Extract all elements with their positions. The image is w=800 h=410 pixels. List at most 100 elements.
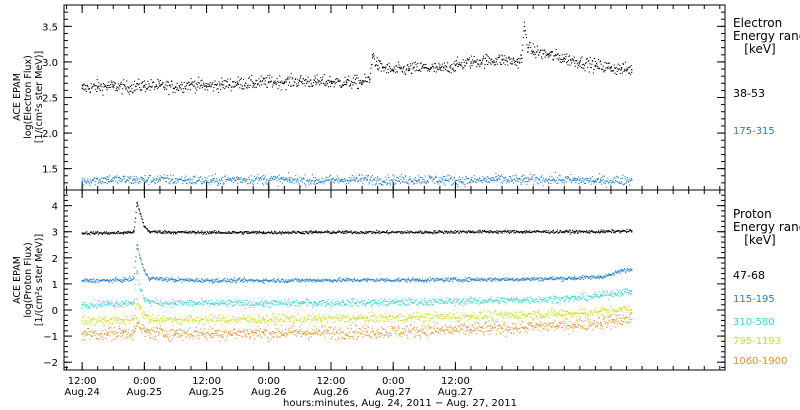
data-point (371, 63, 373, 66)
data-point (455, 63, 457, 65)
data-point (607, 273, 609, 275)
data-point (422, 64, 424, 66)
data-point (211, 278, 213, 280)
data-point (481, 277, 483, 279)
data-point (125, 87, 127, 89)
data-point (213, 232, 215, 234)
data-point (470, 180, 472, 182)
data-point (117, 304, 119, 306)
data-point (383, 181, 385, 184)
data-point (455, 232, 457, 234)
data-point (260, 75, 262, 77)
data-point (209, 181, 211, 183)
data-point (214, 229, 216, 231)
data-point (158, 80, 160, 82)
data-point (332, 280, 334, 282)
data-point (507, 279, 509, 282)
data-point (570, 278, 572, 280)
data-point (195, 278, 197, 280)
data-point (282, 278, 284, 280)
data-point (210, 231, 212, 233)
data-point (531, 50, 533, 52)
data-point (108, 81, 110, 83)
data-point (306, 232, 308, 234)
data-point (380, 70, 382, 72)
data-point (483, 57, 485, 59)
data-point (272, 177, 274, 179)
data-point (567, 231, 569, 233)
data-point (123, 303, 125, 305)
data-point (462, 281, 464, 283)
data-point (208, 306, 210, 308)
data-point (87, 178, 89, 180)
data-point (127, 301, 129, 303)
data-point (353, 81, 355, 83)
data-point (194, 231, 196, 233)
data-point (518, 61, 520, 63)
data-point (466, 62, 468, 64)
data-point (422, 281, 424, 283)
data-point (214, 173, 216, 175)
data-point (151, 278, 153, 280)
data-point (263, 282, 265, 284)
data-point (423, 231, 425, 233)
data-point (473, 61, 475, 63)
data-point (359, 82, 361, 84)
data-point (287, 84, 290, 86)
data-point (101, 89, 103, 91)
data-point (148, 184, 150, 186)
data-point (236, 176, 238, 178)
data-point (93, 233, 95, 235)
data-point (186, 300, 188, 302)
data-point (229, 178, 231, 180)
data-point (192, 303, 194, 305)
data-point (404, 231, 406, 233)
data-point (491, 278, 493, 280)
data-point (170, 232, 172, 234)
data-point (340, 180, 342, 182)
data-point (120, 279, 122, 281)
data-point (315, 279, 318, 281)
data-point (147, 300, 149, 302)
data-point (465, 231, 467, 233)
electron-y-tick-label: 2.0 (42, 129, 58, 140)
data-point (457, 230, 459, 232)
data-point (517, 178, 519, 180)
data-point (535, 57, 537, 59)
data-point (122, 232, 124, 234)
data-point (434, 176, 436, 178)
data-point (150, 232, 152, 234)
data-point (462, 59, 464, 61)
data-point (294, 232, 296, 234)
data-point (155, 231, 157, 233)
data-point (111, 86, 113, 88)
data-point (362, 231, 364, 233)
data-point (359, 174, 361, 176)
data-point (139, 255, 141, 257)
data-point (571, 278, 573, 280)
data-point (565, 278, 567, 280)
data-point (279, 230, 281, 232)
data-point (582, 230, 584, 232)
data-point (260, 177, 262, 180)
data-point (615, 67, 617, 69)
data-point (190, 304, 192, 306)
data-point (504, 179, 506, 181)
data-point (121, 93, 123, 95)
data-point (233, 279, 235, 281)
data-point (325, 176, 327, 178)
data-point (385, 179, 388, 181)
data-point (353, 231, 355, 233)
data-point (82, 279, 84, 281)
data-point (591, 277, 593, 279)
data-point (478, 59, 480, 61)
data-point (454, 70, 457, 72)
data-point (415, 280, 417, 282)
data-point (135, 284, 137, 286)
data-point (178, 300, 180, 302)
data-point (148, 302, 150, 304)
data-point (597, 275, 599, 277)
data-point (350, 278, 352, 280)
data-point (368, 81, 370, 83)
data-point (98, 82, 100, 84)
